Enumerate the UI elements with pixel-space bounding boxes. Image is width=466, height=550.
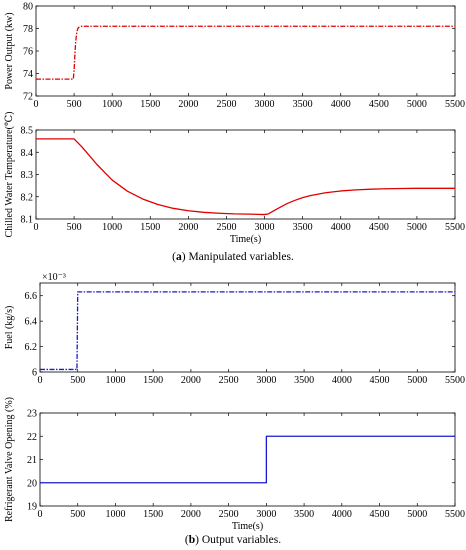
y-tick-label: 19	[27, 502, 37, 513]
x-tick-label: 500	[70, 375, 85, 386]
y-tick-label: 22	[27, 432, 37, 443]
power-output-chart: 0 500 1000 1500 2000 2500 3000 3500 4000 4500 5000…	[4, 2, 465, 111]
x-tick-label: 0	[38, 509, 43, 520]
x-tick-label: 4000	[331, 99, 351, 110]
x-tick-label: 3500	[293, 99, 313, 110]
y-tick-label: 6.6	[25, 291, 38, 302]
plot-frame	[35, 5, 456, 97]
caption-b-letter: b	[189, 534, 195, 546]
x-tick-label: 5500	[445, 375, 465, 386]
x-tick-label: 5500	[445, 509, 465, 520]
x-tick-label: 0	[38, 375, 43, 386]
y-tick-label: 8.5	[21, 126, 34, 137]
x-tick-label: 4000	[332, 509, 352, 520]
x-tick-label: 5500	[445, 222, 465, 233]
caption-b: (b) Output variables.	[185, 534, 281, 546]
plot-frame	[39, 412, 456, 507]
x-tick-label: 1500	[143, 375, 163, 386]
y-tick-label: 8.1	[21, 215, 34, 226]
x-tick-label: 2000	[181, 375, 201, 386]
series-line-0	[40, 435, 455, 484]
x-tick-label: 1500	[143, 509, 163, 520]
y-tick-label: 6.2	[25, 342, 38, 353]
x-axis-label: Time(s)	[230, 234, 261, 245]
x-tick-label: 1000	[105, 375, 125, 386]
x-tick-label: 500	[70, 509, 85, 520]
y-tick-label: 23	[27, 409, 37, 420]
y-tick-label: 72	[23, 92, 33, 103]
y-tick-label: 78	[23, 24, 33, 35]
caption-a-text: Manipulated variables.	[188, 251, 294, 263]
x-tick-label: 3000	[256, 509, 276, 520]
x-tick-label: 5000	[407, 509, 427, 520]
x-tick-label: 5000	[407, 375, 427, 386]
x-tick-label: 2000	[181, 509, 201, 520]
series-line-0	[40, 291, 455, 371]
x-tick-label: 2000	[178, 222, 198, 233]
y-axis-label: Chilled Water Temperature(℃)	[4, 112, 15, 238]
y-tick-label: 8.2	[21, 192, 34, 203]
x-tick-label: 2500	[219, 375, 239, 386]
x-tick-label: 4500	[369, 99, 389, 110]
y-tick-label: 80	[23, 2, 33, 13]
x-tick-label: 4500	[370, 375, 390, 386]
x-tick-label: 3000	[255, 99, 275, 110]
x-tick-label: 5000	[407, 99, 427, 110]
y-axis-label: Fuel (kg/s)	[4, 306, 15, 350]
x-tick-label: 1500	[140, 222, 160, 233]
x-tick-label: 500	[67, 222, 82, 233]
x-tick-label: 3000	[255, 222, 275, 233]
y-tick-label: 20	[27, 478, 37, 489]
x-tick-label: 3500	[293, 222, 313, 233]
x-tick-label: 1000	[102, 99, 122, 110]
x-tick-label: 2500	[216, 222, 236, 233]
y-tick-label: 21	[27, 455, 37, 466]
x-axis-label: Time(s)	[232, 521, 263, 532]
x-tick-label: 0	[34, 99, 39, 110]
x-tick-label: 3500	[294, 509, 314, 520]
x-tick-label: 500	[67, 99, 82, 110]
x-tick-label: 4000	[332, 375, 352, 386]
x-tick-label: 1500	[140, 99, 160, 110]
y-tick-label: 76	[23, 47, 33, 58]
x-tick-label: 1000	[105, 509, 125, 520]
x-tick-label: 4000	[331, 222, 351, 233]
plot-frame	[39, 282, 456, 373]
refrigerant-valve-opening-chart: 0 500 1000 1500 2000 2500 3000 3500 4000 4500 5000…	[4, 397, 465, 532]
x-tick-label: 0	[34, 222, 39, 233]
x-tick-label: 5000	[407, 222, 427, 233]
y-tick-label: 74	[23, 69, 33, 80]
x-tick-label: 3500	[294, 375, 314, 386]
fuel-chart: 0 500 1000 1500 2000 2500 3000 3500 4000 4500 5000…	[4, 272, 465, 386]
x-tick-label: 5500	[445, 99, 465, 110]
series-line-0	[36, 138, 455, 216]
x-tick-label: 1000	[102, 222, 122, 233]
plot-frame	[35, 129, 456, 220]
x-tick-label: 2000	[178, 99, 198, 110]
chilled-water-temperature-chart: 0 500 1000 1500 2000 2500 3000 3500 4000 4500 5000…	[4, 112, 465, 245]
x-tick-label: 2500	[216, 99, 236, 110]
x-tick-label: 3000	[256, 375, 276, 386]
x-tick-label: 2500	[219, 509, 239, 520]
y-tick-label: 8.3	[21, 170, 34, 181]
y-tick-label: 6	[32, 368, 37, 379]
y-exponent-label: ×10⁻³	[42, 272, 66, 283]
x-tick-label: 4500	[370, 509, 390, 520]
caption-a: (a) Manipulated variables.	[172, 251, 294, 263]
y-tick-label: 8.4	[21, 148, 34, 159]
y-axis-label: Power Output (kw)	[4, 12, 15, 89]
series-line-0	[36, 25, 455, 80]
caption-b-text: Output variables.	[202, 534, 281, 546]
caption-a-letter: a	[176, 251, 182, 263]
y-axis-label: Refrigerant Valve Opening (%)	[4, 397, 15, 522]
y-tick-label: 6.4	[25, 317, 38, 328]
x-tick-label: 4500	[369, 222, 389, 233]
